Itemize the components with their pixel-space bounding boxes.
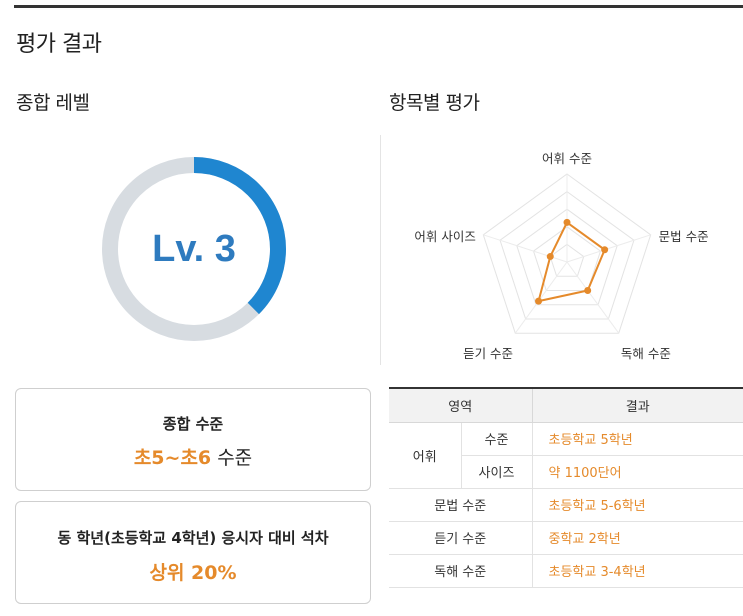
overall-level-value: 초5~초6 수준 xyxy=(16,443,370,470)
rank-card: 동 학년(초등학교 4학년) 응시자 대비 석차 상위 20% xyxy=(15,501,371,604)
radar-grid-ring xyxy=(482,173,652,334)
overall-level-range: 초5~초6 xyxy=(133,447,212,469)
result-table: 영역 결과 어휘 수준 초등학교 5학년 사이즈 약 1100단어 문법 수준 … xyxy=(389,387,743,588)
radar-score-point xyxy=(563,218,571,226)
result-cell: 초등학교 5-6학년 xyxy=(531,488,743,522)
radar-score-point xyxy=(584,286,592,294)
rank-label: 동 학년(초등학교 4학년) 응시자 대비 석차 xyxy=(57,529,329,547)
radar-axis-spoke xyxy=(566,261,620,334)
result-cell: 초등학교 3-4학년 xyxy=(531,554,743,588)
level-value: Lv. 3 xyxy=(152,227,236,270)
area-cell-vocab: 어휘 xyxy=(389,422,461,489)
radar-axis-spoke xyxy=(566,234,651,263)
table-row: 독해 수준 초등학교 3-4학년 xyxy=(389,554,743,588)
radar-score-point xyxy=(601,246,609,254)
donut-progress-arc xyxy=(102,157,286,341)
radar-label-vocab-size: 어휘 사이즈 xyxy=(414,228,476,244)
radar-axis-spoke xyxy=(514,261,568,334)
overall-level-label: 종합 수준 xyxy=(162,415,224,433)
overall-level-suffix: 수준 xyxy=(211,447,253,469)
area-cell: 듣기 수준 xyxy=(389,521,532,555)
top-rule xyxy=(14,5,743,8)
radar-chart: 어휘 수준 문법 수준 독해 수준 듣기 수준 어휘 사이즈 xyxy=(381,135,743,367)
sub-cell: 수준 xyxy=(460,422,532,456)
result-cell: 중학교 2학년 xyxy=(531,521,743,555)
radar-score-point xyxy=(535,297,543,305)
section-divider xyxy=(380,135,381,365)
radar-label-grammar-level: 문법 수준 xyxy=(658,228,709,244)
result-cell: 초등학교 5학년 xyxy=(531,422,743,456)
table-row: 문법 수준 초등학교 5-6학년 xyxy=(389,488,743,522)
result-cell: 약 1100단어 xyxy=(531,455,743,489)
rank-value-wrap: 상위 20% xyxy=(16,558,370,585)
radar-label-reading-level: 독해 수준 xyxy=(620,346,671,362)
overall-level-card: 종합 수준 초5~초6 수준 xyxy=(15,388,371,491)
table-row: 어휘 수준 초등학교 5학년 xyxy=(389,422,743,489)
level-donut-gauge: Lv. 3 xyxy=(101,156,287,342)
overall-level-title: 종합 레벨 xyxy=(16,92,90,114)
radar-label-vocab-level: 어휘 수준 xyxy=(542,151,592,166)
table-header-row: 영역 결과 xyxy=(389,387,743,423)
item-evaluation-title: 항목별 평가 xyxy=(389,92,480,114)
donut-svg xyxy=(102,157,286,341)
area-cell: 독해 수준 xyxy=(389,554,532,588)
radar-score-point xyxy=(546,253,554,261)
radar-grid-ring xyxy=(499,190,635,320)
radar-grid-ring xyxy=(516,208,618,306)
table-row: 사이즈 약 1100단어 xyxy=(389,455,743,489)
header-result: 결과 xyxy=(531,387,743,423)
header-area: 영역 xyxy=(389,387,532,423)
radar-score-polygon xyxy=(537,220,606,303)
rank-value: 상위 20% xyxy=(149,562,237,584)
page-title: 평가 결과 xyxy=(16,32,102,57)
area-cell: 문법 수준 xyxy=(389,488,532,522)
radar-grid-ring xyxy=(532,226,602,291)
table-row: 듣기 수준 중학교 2학년 xyxy=(389,521,743,555)
sub-cell: 사이즈 xyxy=(460,455,532,489)
radar-svg xyxy=(482,173,652,334)
radar-label-listening-level: 듣기 수준 xyxy=(463,346,514,362)
